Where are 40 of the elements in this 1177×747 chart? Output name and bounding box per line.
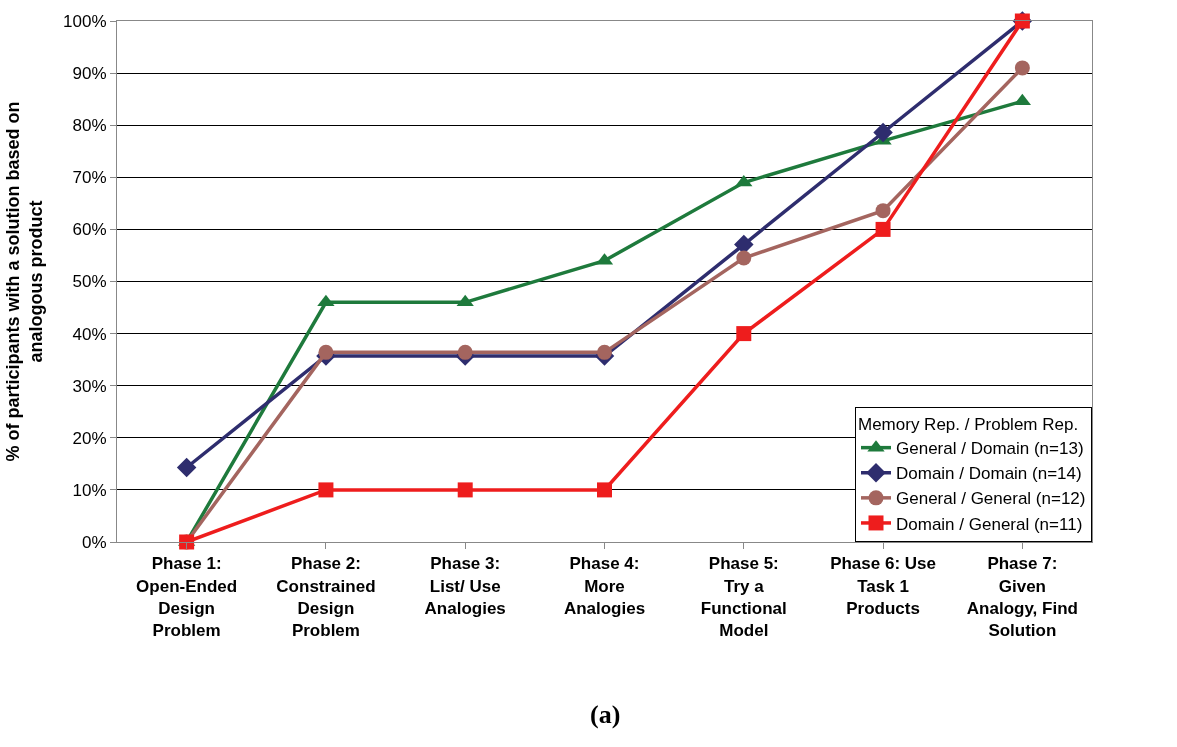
point: [457, 482, 473, 498]
legend-label: Domain / General (n=11): [896, 514, 1083, 534]
legend-label: Domain / Domain (n=14): [896, 464, 1082, 484]
legend-label: General / Domain (n=13): [896, 439, 1084, 459]
y-tick-label: 30%: [72, 376, 107, 396]
y-tick-label: 10%: [72, 480, 107, 500]
y-tick-label: 70%: [72, 168, 107, 188]
point: [456, 294, 474, 307]
y-tick-label: 100%: [63, 11, 107, 31]
x-tick-label: Phase 6: Use Task 1 Products: [830, 554, 936, 618]
x-tick-label: Phase 5: Try a Functional Model: [700, 554, 787, 640]
y-tick-label: 0%: [82, 532, 107, 552]
point: [736, 326, 752, 342]
point: [875, 203, 891, 219]
x-tick-label: Phase 1: Open-Ended Design Problem: [136, 554, 238, 640]
x-tick-label: Phase 7: Given Analogy, Find Solution: [966, 554, 1078, 640]
x-tick-label: Phase 2: Constrained Design Problem: [276, 554, 376, 640]
point: [318, 344, 334, 360]
x-tick-label: Phase 4: More Analogies: [563, 554, 646, 618]
y-tick-label: 60%: [72, 220, 107, 240]
legend-label: General / General (n=12): [896, 489, 1086, 509]
point: [318, 482, 334, 498]
point: [873, 122, 893, 143]
point: [176, 457, 197, 478]
y-tick-label: 80%: [72, 116, 107, 136]
y-tick-label: 90%: [72, 64, 107, 84]
y-tick-label: 40%: [72, 324, 107, 344]
text: (a): [590, 700, 621, 729]
point: [875, 221, 891, 237]
point: [1014, 60, 1030, 76]
point: [317, 294, 335, 307]
point: [457, 344, 473, 360]
point: [597, 344, 612, 360]
point: [736, 250, 752, 266]
y-tick-label: 50%: [72, 272, 107, 292]
y-axis-title: % of participants with a solution based on analogous product: [2, 101, 47, 462]
x-tick-label: Phase 3: List/ Use Analogies: [424, 554, 506, 618]
point: [597, 482, 612, 498]
y-tick-label: 20%: [72, 428, 107, 448]
legend-title: Memory Rep. / Problem Rep.: [858, 415, 1079, 435]
